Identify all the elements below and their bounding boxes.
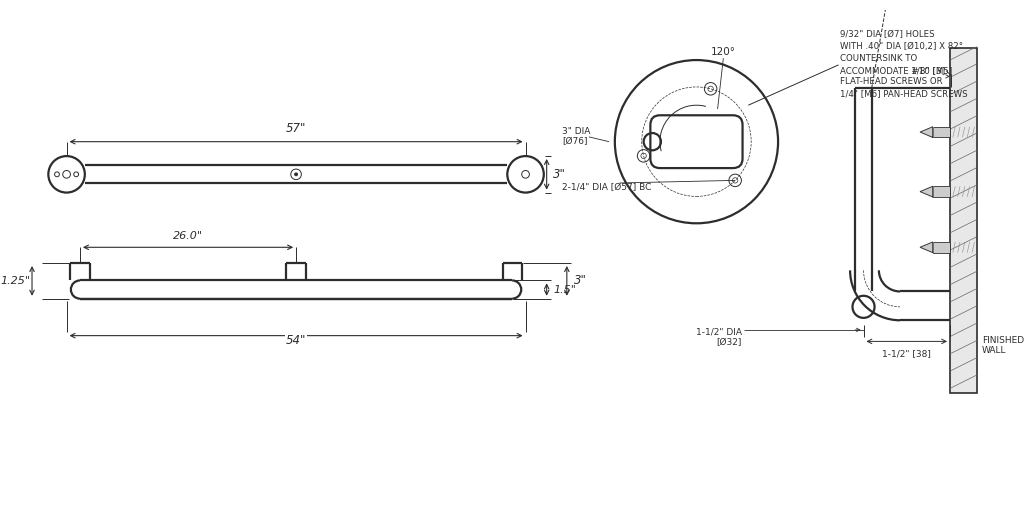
Text: 3": 3" [574,274,586,288]
Bar [950,47,977,393]
Text: 3" DIA
[Ø76]: 3" DIA [Ø76] [562,127,590,147]
Text: 2-1/4" DIA [Ø57] BC: 2-1/4" DIA [Ø57] BC [562,183,652,192]
Polygon shape [920,127,933,137]
Bar [933,242,950,252]
Text: 1-1/2" DIA
[Ø32]: 1-1/2" DIA [Ø32] [696,328,742,347]
Text: 9/32" DIA [Ø7] HOLES
WITH .40" DIA [Ø10,2] X 82°
COUNTERSINK TO
ACCOMMODATE #10 : 9/32" DIA [Ø7] HOLES WITH .40" DIA [Ø10,… [840,31,969,98]
Polygon shape [920,242,933,252]
Text: 1.5": 1.5" [554,285,576,295]
Text: 3": 3" [554,168,566,181]
Text: 26.0": 26.0" [173,231,203,241]
Circle shape [294,173,297,176]
Text: 54": 54" [286,334,306,347]
Text: FINISHED
WALL: FINISHED WALL [982,335,1024,355]
Text: 120°: 120° [711,47,736,57]
Text: 1.25": 1.25" [0,276,30,286]
Polygon shape [920,186,933,197]
Bar [933,186,950,197]
Text: 1/8" [3]: 1/8" [3] [911,66,945,75]
Text: 1-1/2" [38]: 1-1/2" [38] [883,349,931,358]
Bar [933,127,950,137]
Text: 57": 57" [286,122,306,135]
